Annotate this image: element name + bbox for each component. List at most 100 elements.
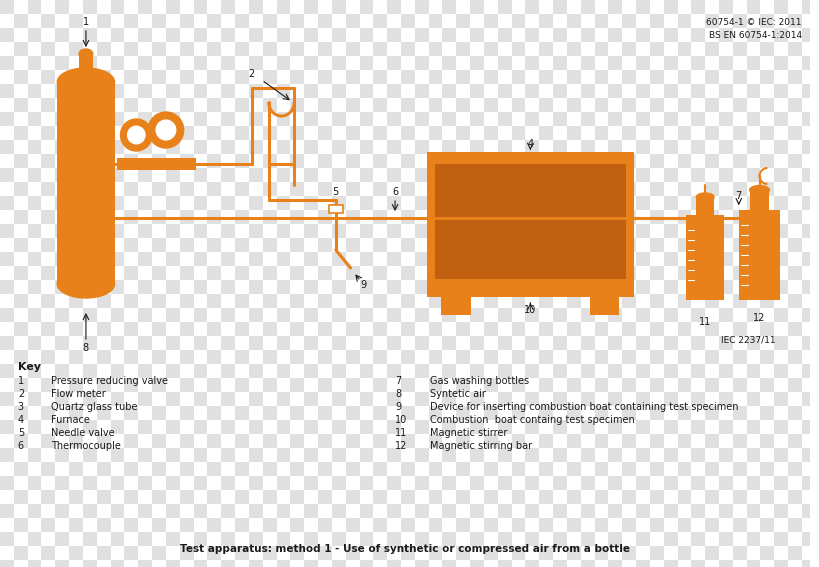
Bar — [165, 56, 179, 70]
Bar — [732, 154, 746, 168]
Bar — [552, 308, 566, 322]
Bar — [525, 308, 539, 322]
Bar — [179, 518, 193, 532]
Bar — [42, 70, 55, 84]
Bar — [207, 462, 221, 476]
Bar — [718, 392, 732, 406]
Bar — [346, 434, 359, 448]
Bar — [552, 476, 566, 490]
Bar — [690, 336, 704, 350]
Bar — [138, 56, 152, 70]
Bar — [718, 448, 732, 462]
Bar — [0, 196, 14, 210]
Bar — [525, 252, 539, 266]
Bar — [276, 532, 290, 546]
Bar — [262, 266, 276, 280]
Bar — [359, 308, 373, 322]
Bar — [55, 280, 69, 294]
Bar — [235, 42, 249, 56]
Bar — [732, 546, 746, 560]
Bar — [801, 392, 815, 406]
Bar — [14, 14, 28, 28]
Bar — [346, 322, 359, 336]
Text: Pressure reducing valve: Pressure reducing valve — [52, 376, 168, 386]
Bar — [718, 308, 732, 322]
Bar — [179, 294, 193, 308]
Text: Thermocouple: Thermocouple — [52, 441, 121, 451]
Bar — [497, 392, 511, 406]
Bar — [483, 42, 497, 56]
Bar — [469, 280, 483, 294]
Bar — [442, 140, 455, 154]
Bar — [124, 182, 138, 196]
Bar — [539, 182, 552, 196]
Bar — [42, 490, 55, 504]
Text: 10: 10 — [523, 305, 536, 315]
Bar — [773, 476, 787, 490]
Bar — [138, 0, 152, 14]
Bar — [111, 84, 124, 98]
Bar — [14, 490, 28, 504]
Bar — [704, 266, 718, 280]
Bar — [663, 364, 676, 378]
Bar — [704, 210, 718, 224]
Bar — [428, 98, 442, 112]
Bar — [608, 56, 622, 70]
Bar — [773, 392, 787, 406]
Bar — [566, 434, 580, 448]
Bar — [608, 112, 622, 126]
Bar — [332, 392, 346, 406]
Bar — [332, 504, 346, 518]
Bar — [262, 462, 276, 476]
Bar — [165, 112, 179, 126]
Bar — [373, 182, 387, 196]
Bar — [525, 168, 539, 182]
Bar — [594, 266, 608, 280]
Bar — [55, 140, 69, 154]
Bar — [649, 238, 663, 252]
Bar — [732, 14, 746, 28]
Bar — [387, 308, 400, 322]
Bar — [649, 182, 663, 196]
Bar — [207, 294, 221, 308]
Bar — [594, 462, 608, 476]
Bar — [690, 168, 704, 182]
Text: 60754-1 © IEC: 2011
BS EN 60754-1:2014: 60754-1 © IEC: 2011 BS EN 60754-1:2014 — [706, 18, 801, 40]
Bar — [346, 294, 359, 308]
Bar — [304, 140, 318, 154]
Bar — [152, 378, 165, 392]
Bar — [111, 224, 124, 238]
Bar — [608, 560, 622, 567]
Bar — [622, 42, 636, 56]
Bar — [152, 294, 165, 308]
Bar — [566, 126, 580, 140]
Bar — [221, 28, 235, 42]
Bar — [207, 406, 221, 420]
Bar — [42, 98, 55, 112]
Bar — [221, 56, 235, 70]
Bar — [249, 196, 262, 210]
Bar — [387, 476, 400, 490]
Ellipse shape — [128, 126, 145, 144]
Bar — [28, 252, 42, 266]
Bar — [773, 336, 787, 350]
Bar — [14, 70, 28, 84]
Bar — [525, 476, 539, 490]
Bar — [165, 196, 179, 210]
Bar — [387, 560, 400, 567]
Bar — [304, 476, 318, 490]
Bar — [622, 210, 636, 224]
Bar — [732, 322, 746, 336]
Bar — [801, 168, 815, 182]
Bar — [400, 546, 414, 560]
Bar — [221, 280, 235, 294]
Bar — [28, 532, 42, 546]
Bar — [732, 406, 746, 420]
Bar — [221, 336, 235, 350]
Bar — [594, 154, 608, 168]
Bar — [414, 280, 428, 294]
Bar — [359, 0, 373, 14]
Bar — [318, 126, 332, 140]
Bar — [539, 42, 552, 56]
Bar — [649, 546, 663, 560]
